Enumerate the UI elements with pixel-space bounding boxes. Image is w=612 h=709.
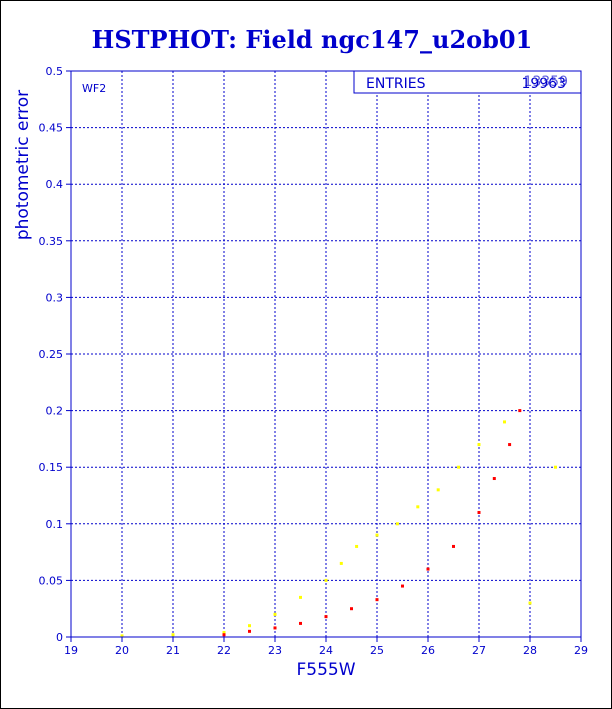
y-tick-label: 0.35 bbox=[39, 235, 64, 248]
data-point bbox=[350, 607, 353, 611]
data-point bbox=[375, 598, 379, 602]
data-point bbox=[436, 488, 440, 492]
x-tick-label: 19 bbox=[64, 644, 78, 657]
stats-entries-value: 19963 bbox=[521, 76, 566, 92]
series-1 bbox=[222, 409, 522, 637]
data-point bbox=[375, 533, 379, 537]
y-tick-label: 0.2 bbox=[46, 405, 64, 418]
data-point bbox=[248, 624, 251, 628]
stats-box-frame bbox=[353, 70, 582, 94]
x-tick-label: 21 bbox=[166, 644, 180, 657]
data-point bbox=[452, 544, 455, 548]
stats-box: ENTRIES 19963 13359 bbox=[353, 70, 582, 94]
data-point bbox=[273, 626, 277, 630]
series-0 bbox=[120, 420, 557, 638]
data-point bbox=[299, 621, 302, 625]
data-point bbox=[477, 443, 481, 447]
data-point bbox=[492, 477, 496, 481]
y-tick-label: 0.25 bbox=[39, 348, 64, 361]
y-tick-labels: 0 0.05 0.1 0.15 0.2 0.25 0.3 0.35 0.4 0.45 0.5 bbox=[39, 65, 64, 644]
data-point bbox=[416, 505, 420, 509]
data-point bbox=[355, 544, 359, 548]
data-point bbox=[273, 612, 277, 616]
y-tick-label: 0.5 bbox=[46, 65, 64, 78]
data-point bbox=[171, 633, 175, 637]
data-point bbox=[518, 409, 522, 413]
data-point bbox=[299, 595, 302, 599]
x-tick-label: 29 bbox=[574, 644, 588, 657]
data-point bbox=[120, 634, 124, 638]
data-point bbox=[426, 567, 430, 571]
data-point bbox=[222, 633, 226, 637]
data-point bbox=[339, 561, 343, 565]
data-point bbox=[554, 465, 557, 469]
y-tick-label: 0.05 bbox=[39, 574, 64, 587]
data-point bbox=[324, 615, 328, 619]
data-points bbox=[120, 409, 557, 638]
data-point bbox=[477, 510, 481, 514]
data-point bbox=[395, 522, 399, 526]
data-point bbox=[503, 420, 506, 424]
x-tick-label: 27 bbox=[472, 644, 486, 657]
stats-entries-overprint: 13359 bbox=[523, 74, 568, 90]
x-tick-labels: 19 20 21 22 23 24 25 26 27 28 29 bbox=[64, 644, 588, 657]
data-point bbox=[324, 578, 328, 582]
y-tick-label: 0.3 bbox=[46, 291, 64, 304]
chart-title: HSTPHOT: Field ngc147_u2ob01 bbox=[92, 25, 533, 54]
data-point bbox=[248, 629, 251, 633]
x-tick-label: 25 bbox=[370, 644, 384, 657]
data-point bbox=[508, 443, 512, 447]
data-point bbox=[222, 630, 226, 634]
y-tick-label: 0.15 bbox=[39, 461, 64, 474]
x-tick-label: 20 bbox=[115, 644, 129, 657]
y-tick-label: 0.4 bbox=[46, 178, 64, 191]
data-point bbox=[528, 601, 532, 605]
plot-area-border bbox=[70, 70, 582, 638]
x-tick-label: 28 bbox=[523, 644, 537, 657]
x-tick-label: 23 bbox=[268, 644, 282, 657]
stats-entries-label: ENTRIES bbox=[366, 76, 426, 92]
y-axis-label: photometric error bbox=[13, 90, 33, 240]
grid-lines bbox=[66, 70, 582, 642]
y-tick-label: 0.1 bbox=[46, 518, 64, 531]
x-tick-label: 24 bbox=[319, 644, 333, 657]
x-tick-label: 26 bbox=[421, 644, 435, 657]
y-tick-label: 0.45 bbox=[39, 122, 64, 135]
x-tick-label: 22 bbox=[217, 644, 231, 657]
y-tick-label: 0 bbox=[56, 631, 63, 644]
panel-label: WF2 bbox=[82, 82, 106, 95]
data-point bbox=[457, 465, 461, 469]
x-axis-label: F555W bbox=[296, 660, 355, 680]
data-point bbox=[401, 584, 404, 588]
